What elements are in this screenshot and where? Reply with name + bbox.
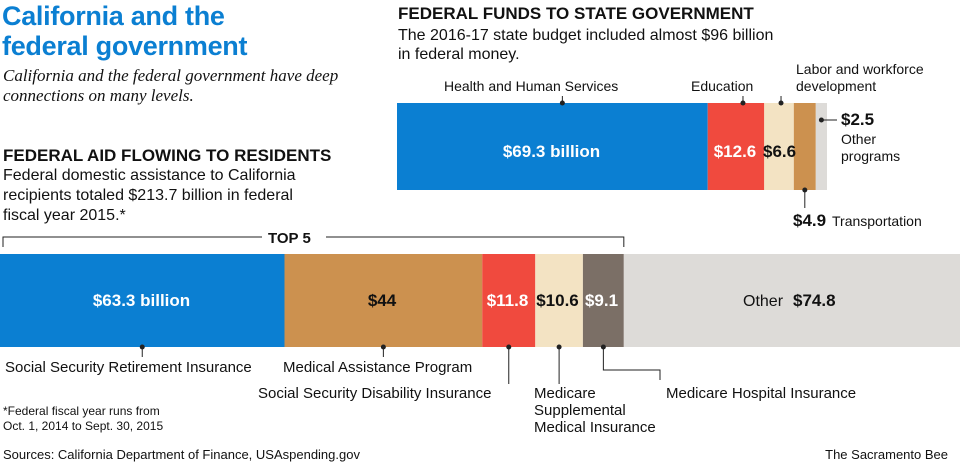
aid-medicare-supplemental-dot: [556, 344, 562, 350]
aid-label-disability: Social Security Disability Insurance: [258, 385, 492, 402]
state-funds-subtitle-line1: The 2016-17 state budget included almost…: [398, 27, 774, 44]
aid-value-medicare-hospital: $9.1: [584, 291, 619, 310]
top5-bracket-right: [326, 236, 625, 247]
aid-medicare-hospital-dot: [600, 344, 606, 350]
state-health-dot: [559, 100, 565, 106]
page-title-line1: California and the: [2, 1, 225, 31]
state-label-labor-line1: Labor and workforce: [796, 61, 924, 77]
footnote-line1: *Federal fiscal year runs from: [3, 404, 160, 418]
resident-aid-subtitle-line1: Federal domestic assistance to Californi…: [3, 167, 296, 184]
state-other-dot: [818, 117, 824, 123]
state-value-health: $69.3 billion: [502, 142, 601, 161]
state-value-labor: $6.6: [763, 142, 797, 161]
state-label-other-line2: programs: [841, 148, 901, 164]
aid-value-other: $74.8: [793, 291, 836, 310]
aid-value-retirement: $63.3 billion: [92, 291, 191, 310]
page-title-line2: federal government: [2, 31, 248, 61]
top5-bracket-label: TOP 5: [268, 230, 311, 247]
state-label-health: Health and Human Services: [444, 78, 619, 94]
aid-bar-social-security-retirement-insurance: [0, 254, 285, 347]
aid-label-medical-assistance: Medical Assistance Program: [283, 359, 473, 376]
aid-medicare-hospital-leader: [602, 347, 661, 380]
state-label-transportation: Transportation: [832, 213, 922, 229]
state-label-labor-line2: development: [796, 78, 877, 94]
aid-value-disability: $11.8: [486, 291, 529, 310]
aid-bar-medicare-supplemental-medical-insurance: [535, 254, 583, 347]
aid-bar-other: [623, 254, 960, 347]
aid-bar-medicare-hospital-insurance: [582, 254, 624, 347]
page-title: California and the federal government: [2, 1, 247, 61]
resident-aid-subtitle-line3: fiscal year 2015.*: [3, 207, 126, 224]
aid-label-medicare-hospital: Medicare Hospital Insurance: [666, 385, 857, 402]
aid-retirement-dot: [139, 344, 145, 350]
aid-label-other: Other: [743, 293, 784, 310]
aid-label-retirement: Social Security Retirement Insurance: [5, 359, 252, 376]
state-bar-education: [707, 103, 765, 190]
state-value-transportation: $4.9: [793, 211, 827, 230]
credit: The Sacramento Bee: [825, 447, 948, 462]
source-note: Sources: California Department of Financ…: [3, 447, 360, 462]
state-education-dot: [740, 100, 746, 106]
aid-bar-medical-assistance-program: [284, 254, 483, 347]
state-labor-dot: [778, 100, 784, 106]
top5-bracket-left: [2, 236, 262, 247]
aid-label-medicare-supp-line2: Supplemental: [534, 402, 626, 419]
footnote-line2: Oct. 1, 2014 to Sept. 30, 2015: [3, 419, 164, 433]
aid-bar-social-security-disability-insurance: [482, 254, 536, 347]
state-funds-title: FEDERAL FUNDS TO STATE GOVERNMENT: [398, 4, 754, 23]
state-bar-health-and-human-services: [397, 103, 708, 190]
aid-value-medicare-supplemental: $10.6: [536, 291, 579, 310]
state-bar-other-programs: [815, 103, 827, 190]
resident-aid-subtitle-line2: recipients totaled $213.7 billion in fed…: [3, 187, 293, 204]
state-label-other-line1: Other: [841, 131, 877, 147]
aid-label-medicare-supp-line1: Medicare: [534, 385, 596, 402]
aid-value-medical-assistance: $44: [367, 291, 397, 310]
intro-text: California and the federal government ha…: [3, 66, 339, 105]
aid-disability-dot: [506, 344, 512, 350]
state-value-other: $2.5: [841, 110, 875, 129]
state-value-education: $12.6: [713, 142, 757, 161]
aid-label-medicare-supp-line3: Medical Insurance: [534, 419, 656, 436]
footnote: *Federal fiscal year runs from Oct. 1, 2…: [3, 404, 263, 434]
resident-aid-title: FEDERAL AID FLOWING TO RESIDENTS: [3, 146, 332, 165]
state-label-education: Education: [691, 78, 754, 94]
state-transportation-dot: [802, 187, 808, 193]
state-bar-labor-and-workforce-development: [764, 103, 794, 190]
state-funds-subtitle-line2: in federal money.: [398, 46, 520, 63]
aid-medical-assistance-dot: [380, 344, 386, 350]
state-bar-transportation: [793, 103, 816, 190]
